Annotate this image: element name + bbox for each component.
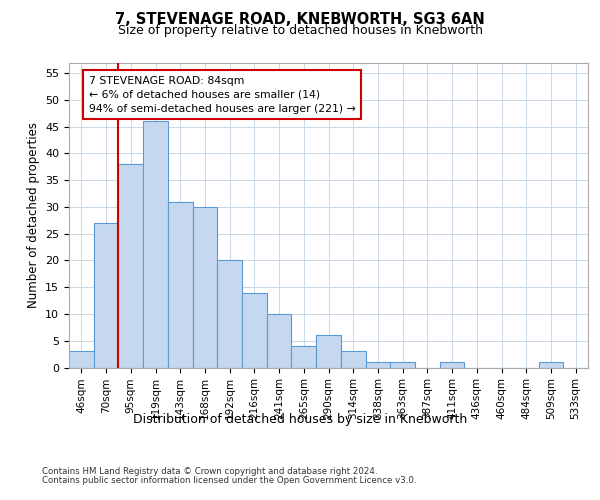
Text: Distribution of detached houses by size in Knebworth: Distribution of detached houses by size …	[133, 412, 467, 426]
Bar	[94, 223, 118, 368]
Text: Contains HM Land Registry data © Crown copyright and database right 2024.: Contains HM Land Registry data © Crown c…	[42, 468, 377, 476]
Bar	[341, 352, 365, 368]
Y-axis label: Number of detached properties: Number of detached properties	[26, 122, 40, 308]
Text: 7, STEVENAGE ROAD, KNEBWORTH, SG3 6AN: 7, STEVENAGE ROAD, KNEBWORTH, SG3 6AN	[115, 12, 485, 28]
Bar	[118, 164, 143, 368]
Bar	[217, 260, 242, 368]
Text: Contains public sector information licensed under the Open Government Licence v3: Contains public sector information licen…	[42, 476, 416, 485]
Bar	[539, 362, 563, 368]
Text: 7 STEVENAGE ROAD: 84sqm
← 6% of detached houses are smaller (14)
94% of semi-det: 7 STEVENAGE ROAD: 84sqm ← 6% of detached…	[89, 76, 356, 114]
Bar	[193, 207, 217, 368]
Bar	[292, 346, 316, 368]
Bar	[440, 362, 464, 368]
Bar	[316, 336, 341, 368]
Bar	[267, 314, 292, 368]
Bar	[69, 352, 94, 368]
Bar	[390, 362, 415, 368]
Bar	[242, 292, 267, 368]
Bar	[168, 202, 193, 368]
Bar	[365, 362, 390, 368]
Bar	[143, 122, 168, 368]
Text: Size of property relative to detached houses in Knebworth: Size of property relative to detached ho…	[118, 24, 482, 37]
